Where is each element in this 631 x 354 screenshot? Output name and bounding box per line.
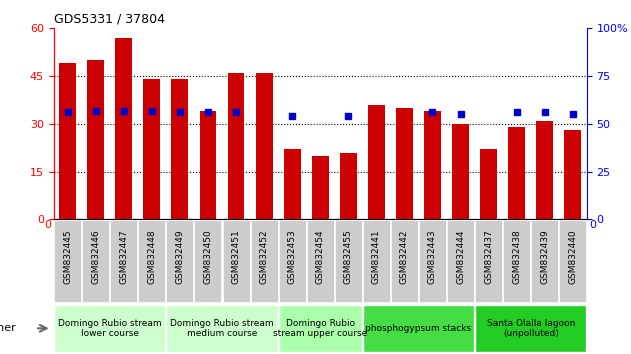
Bar xyxy=(424,111,441,219)
Text: GSM832438: GSM832438 xyxy=(512,229,521,284)
Bar xyxy=(480,149,497,219)
Text: phosphogypsum stacks: phosphogypsum stacks xyxy=(365,324,471,333)
Text: 0: 0 xyxy=(589,220,596,230)
Text: GSM832443: GSM832443 xyxy=(428,229,437,284)
Text: GSM832452: GSM832452 xyxy=(259,229,269,284)
Bar xyxy=(508,127,525,219)
FancyBboxPatch shape xyxy=(475,220,502,302)
FancyBboxPatch shape xyxy=(54,220,81,302)
FancyBboxPatch shape xyxy=(531,220,558,302)
FancyBboxPatch shape xyxy=(110,220,138,302)
FancyBboxPatch shape xyxy=(223,220,249,302)
Bar xyxy=(172,79,188,219)
Text: GDS5331 / 37804: GDS5331 / 37804 xyxy=(54,13,165,26)
Text: GSM832437: GSM832437 xyxy=(484,229,493,284)
FancyBboxPatch shape xyxy=(82,220,109,302)
Text: Domingo Rubio stream
lower course: Domingo Rubio stream lower course xyxy=(58,319,162,338)
Text: GSM832448: GSM832448 xyxy=(148,229,156,284)
Bar xyxy=(536,121,553,219)
Bar xyxy=(368,105,385,219)
Text: Domingo Rubio
stream upper course: Domingo Rubio stream upper course xyxy=(273,319,367,338)
FancyBboxPatch shape xyxy=(167,305,278,352)
Text: GSM832440: GSM832440 xyxy=(569,229,577,284)
Bar xyxy=(312,156,329,219)
Text: GSM832455: GSM832455 xyxy=(344,229,353,284)
Text: GSM832446: GSM832446 xyxy=(91,229,100,284)
Text: GSM832454: GSM832454 xyxy=(316,229,325,284)
FancyBboxPatch shape xyxy=(251,220,278,302)
Bar xyxy=(228,73,244,219)
Text: GSM832450: GSM832450 xyxy=(203,229,213,284)
FancyBboxPatch shape xyxy=(475,305,586,352)
FancyBboxPatch shape xyxy=(279,305,362,352)
Text: GSM832444: GSM832444 xyxy=(456,229,465,284)
Text: GSM832442: GSM832442 xyxy=(400,229,409,284)
FancyBboxPatch shape xyxy=(167,220,194,302)
Text: 0: 0 xyxy=(44,220,51,230)
Bar xyxy=(564,130,581,219)
Bar xyxy=(396,108,413,219)
Bar xyxy=(143,79,160,219)
FancyBboxPatch shape xyxy=(194,220,221,302)
FancyBboxPatch shape xyxy=(363,305,474,352)
FancyBboxPatch shape xyxy=(363,220,390,302)
Text: GSM832439: GSM832439 xyxy=(540,229,549,284)
Text: GSM832453: GSM832453 xyxy=(288,229,297,284)
FancyBboxPatch shape xyxy=(307,220,334,302)
Text: GSM832451: GSM832451 xyxy=(232,229,240,284)
FancyBboxPatch shape xyxy=(54,305,165,352)
FancyBboxPatch shape xyxy=(335,220,362,302)
Text: GSM832445: GSM832445 xyxy=(63,229,72,284)
FancyBboxPatch shape xyxy=(279,220,305,302)
FancyBboxPatch shape xyxy=(559,220,586,302)
Bar xyxy=(115,38,133,219)
FancyBboxPatch shape xyxy=(391,220,418,302)
Bar xyxy=(340,153,357,219)
Text: Santa Olalla lagoon
(unpolluted): Santa Olalla lagoon (unpolluted) xyxy=(487,319,575,338)
FancyBboxPatch shape xyxy=(419,220,446,302)
Bar xyxy=(87,60,104,219)
Text: GSM832441: GSM832441 xyxy=(372,229,381,284)
Bar xyxy=(199,111,216,219)
Bar xyxy=(452,124,469,219)
Bar xyxy=(256,73,273,219)
Bar xyxy=(284,149,300,219)
FancyBboxPatch shape xyxy=(503,220,530,302)
Bar xyxy=(59,63,76,219)
Text: GSM832449: GSM832449 xyxy=(175,229,184,284)
FancyBboxPatch shape xyxy=(447,220,474,302)
Text: GSM832447: GSM832447 xyxy=(119,229,128,284)
Text: other: other xyxy=(0,323,16,333)
Text: Domingo Rubio stream
medium course: Domingo Rubio stream medium course xyxy=(170,319,274,338)
FancyBboxPatch shape xyxy=(138,220,165,302)
